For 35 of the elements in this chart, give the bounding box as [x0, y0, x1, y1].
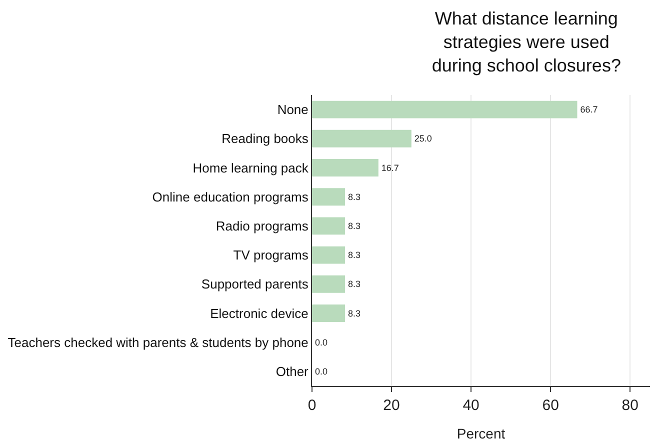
y-tick-label: Radio programs	[216, 218, 309, 234]
data-label: 8.3	[348, 250, 361, 260]
data-label: 0.0	[315, 366, 328, 376]
y-tick-label: Online education programs	[152, 189, 309, 204]
x-tick-label: 80	[622, 397, 638, 414]
y-tick-label: Home learning pack	[192, 160, 309, 176]
x-axis-title: Percent	[456, 425, 506, 442]
data-label: 0.0	[315, 337, 328, 348]
x-tick-label: 40	[462, 397, 480, 414]
x-tick-label: 0	[308, 397, 316, 414]
y-tick-label: Supported parents	[201, 276, 309, 292]
data-label: 16.7	[381, 162, 399, 173]
chart-title: What distance learning strategies were used during school closures?	[432, 8, 621, 76]
bar	[312, 188, 345, 206]
bar	[312, 304, 345, 322]
bar	[312, 100, 578, 118]
bar	[312, 130, 412, 148]
y-tick-label: TV programs	[233, 248, 309, 263]
bar	[312, 159, 378, 176]
data-label: 66.7	[580, 104, 598, 115]
data-label: 25.0	[414, 134, 432, 144]
data-label: 8.3	[348, 220, 361, 231]
bar	[312, 246, 345, 264]
x-tick-label: 20	[383, 397, 400, 414]
y-tick-label: Other	[276, 364, 310, 379]
bar	[312, 217, 345, 235]
y-tick-label: Electronic device	[210, 306, 308, 321]
data-label: 8.3	[348, 192, 361, 202]
bar	[312, 275, 345, 293]
data-label: 8.3	[348, 308, 361, 318]
y-tick-label: None	[277, 102, 308, 118]
y-tick-label: Teachers checked with parents & students by phone	[8, 334, 308, 350]
x-tick-label: 60	[542, 397, 559, 414]
data-label: 8.3	[348, 279, 361, 290]
y-tick-label: Reading books	[222, 131, 309, 146]
